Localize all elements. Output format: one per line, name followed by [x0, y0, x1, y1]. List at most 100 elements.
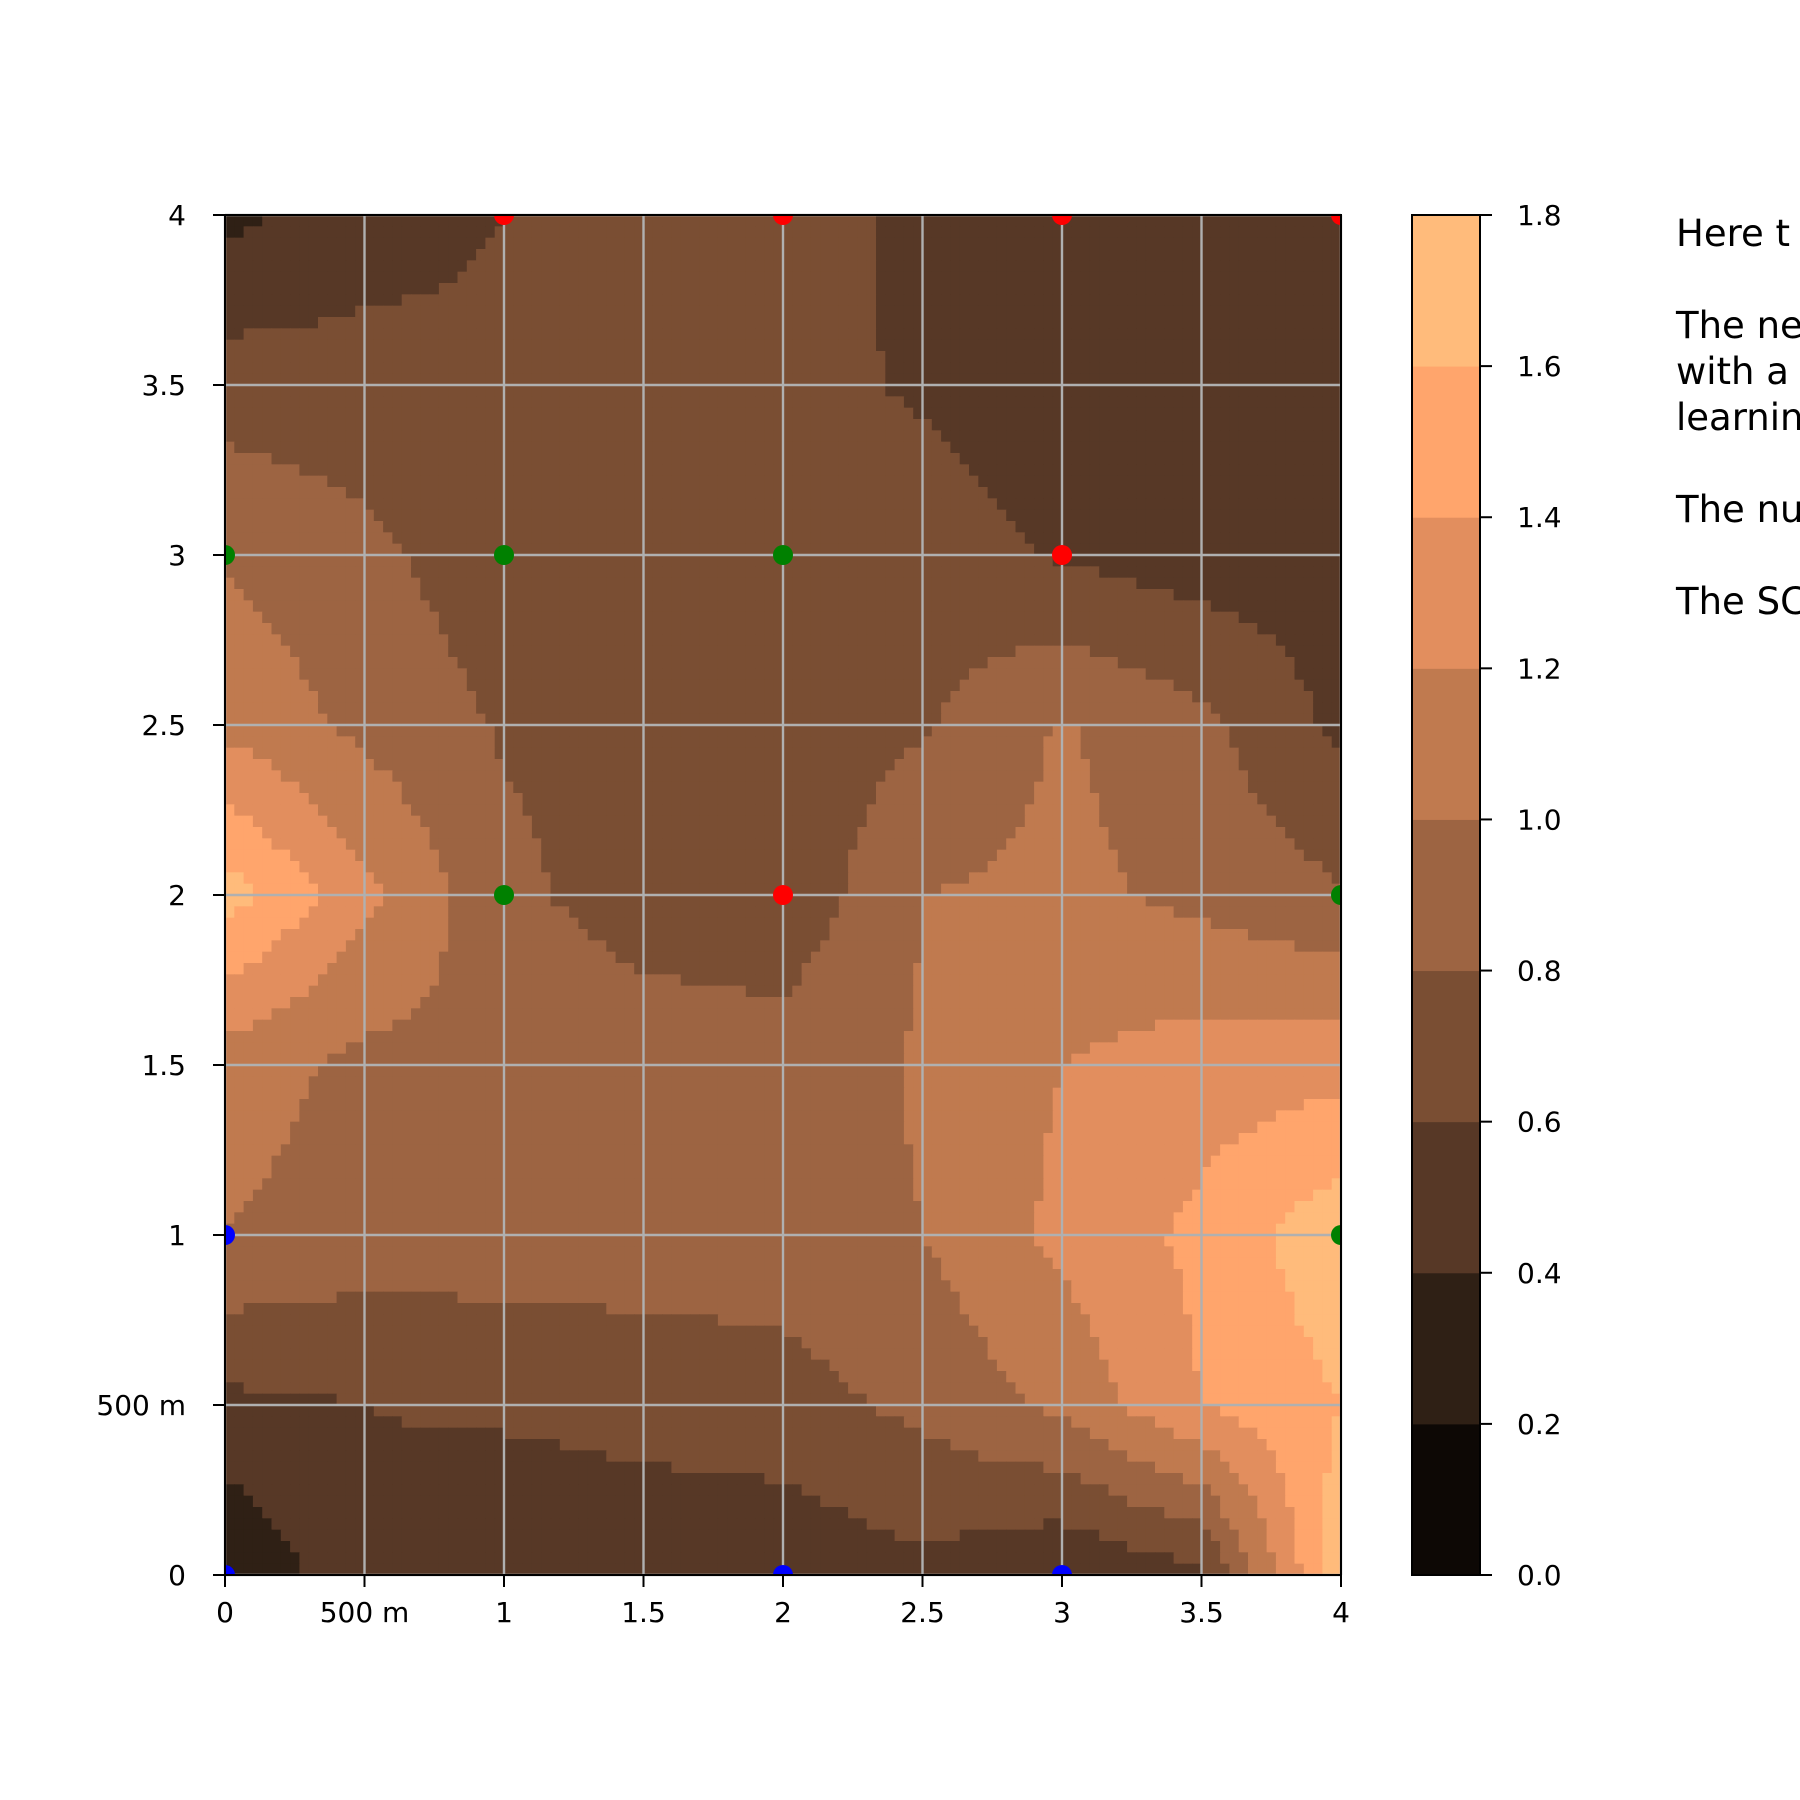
contour-cell — [820, 487, 831, 499]
contour-cell — [308, 385, 319, 397]
contour-cell — [634, 237, 645, 250]
contour-cell — [643, 328, 654, 341]
contour-cell — [838, 487, 849, 499]
contour-cell — [652, 237, 663, 250]
contour-cell — [1238, 611, 1249, 624]
contour-cell — [1322, 657, 1333, 669]
contour-cell — [1248, 543, 1258, 556]
contour-cell — [476, 464, 486, 477]
contour-cell — [1220, 487, 1230, 499]
contour-cell — [1201, 373, 1212, 386]
contour-cell — [755, 543, 765, 556]
contour-cell — [941, 498, 951, 511]
contour-cell — [1275, 441, 1286, 454]
contour-cell — [1062, 475, 1072, 488]
contour-cell — [373, 226, 384, 239]
contour-cell — [280, 226, 291, 239]
contour-cell — [1136, 351, 1147, 363]
contour-cell — [429, 305, 440, 318]
contour-cell — [792, 645, 803, 658]
contour-cell — [522, 475, 533, 488]
contour-cell — [327, 305, 338, 318]
contour-cell — [318, 543, 328, 556]
contour-cell — [801, 328, 812, 341]
contour-cell — [1155, 407, 1165, 420]
contour-cell — [1108, 475, 1119, 488]
contour-cell — [876, 475, 886, 488]
contour-cell — [727, 453, 738, 465]
contour-cell — [438, 419, 449, 431]
contour-cell — [1275, 351, 1286, 363]
contour-cell — [308, 543, 319, 556]
contour-cell — [764, 305, 775, 318]
contour-cell — [736, 430, 747, 443]
contour-cell — [411, 441, 421, 454]
contour-cell — [1062, 339, 1072, 352]
contour-cell — [299, 589, 310, 601]
contour-cell — [1285, 362, 1296, 375]
contour-cell — [931, 305, 942, 318]
contour-cell — [959, 407, 970, 420]
contour-cell — [1192, 373, 1203, 386]
contour-cell — [662, 351, 672, 363]
contour-cell — [345, 521, 356, 533]
contour-cell — [792, 294, 803, 307]
contour-cell — [615, 521, 626, 533]
contour-cell — [504, 611, 514, 624]
contour-cell — [504, 566, 514, 579]
contour-cell — [1127, 419, 1137, 431]
contour-cell — [1238, 215, 1249, 227]
contour-cell — [252, 645, 263, 658]
contour-cell — [1210, 589, 1221, 601]
contour-cell — [848, 396, 858, 409]
contour-cell — [1034, 487, 1044, 499]
contour-cell — [773, 589, 784, 601]
contour-cell — [634, 373, 645, 386]
contour-cell — [1294, 362, 1305, 375]
contour-cell — [652, 249, 663, 261]
contour-cell — [243, 260, 254, 273]
contour-cell — [327, 441, 338, 454]
contour-cell — [1192, 464, 1203, 477]
contour-cell — [531, 634, 542, 647]
contour-cell — [764, 283, 775, 295]
contour-cell — [922, 657, 933, 669]
contour-cell — [336, 396, 347, 409]
contour-cell — [606, 328, 617, 341]
contour-cell — [485, 385, 496, 397]
contour-cell — [736, 271, 747, 284]
contour-cell — [1238, 294, 1249, 307]
contour-cell — [1322, 645, 1333, 658]
contour-cell — [541, 657, 552, 669]
contour-cell — [373, 328, 384, 341]
contour-cell — [476, 249, 486, 261]
contour-cell — [318, 328, 328, 341]
contour-cell — [299, 351, 310, 363]
contour-cell — [1257, 271, 1268, 284]
contour-cell — [1034, 521, 1044, 533]
contour-cell — [978, 611, 989, 624]
contour-cell — [606, 623, 617, 635]
contour-cell — [411, 351, 421, 363]
contour-cell — [727, 215, 738, 227]
contour-cell — [866, 317, 877, 329]
contour-cell — [615, 407, 626, 420]
contour-cell — [457, 430, 468, 443]
contour-cell — [857, 351, 868, 363]
contour-cell — [922, 634, 933, 647]
contour-cell — [1266, 419, 1277, 431]
contour-cell — [801, 623, 812, 635]
contour-cell — [1117, 521, 1128, 533]
contour-cell — [1201, 294, 1212, 307]
contour-cell — [941, 657, 951, 669]
contour-cell — [1192, 260, 1203, 273]
contour-cell — [1006, 668, 1017, 681]
contour-cell — [727, 351, 738, 363]
contour-cell — [969, 668, 979, 681]
contour-cell — [420, 611, 431, 624]
contour-cell — [476, 215, 486, 227]
contour-cell — [1136, 521, 1147, 533]
contour-cell — [262, 487, 273, 499]
contour-cell — [801, 487, 812, 499]
contour-cell — [355, 589, 366, 601]
